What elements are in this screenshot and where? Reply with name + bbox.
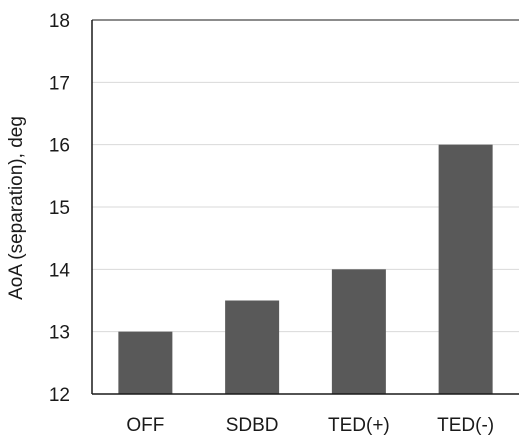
bar-off (118, 331, 173, 394)
bar-sdbd (225, 300, 280, 394)
x-tick-label: TED(-) (437, 415, 494, 436)
bars (118, 144, 493, 394)
x-tick-labels: OFF SDBD TED(+) TED(-) (126, 415, 494, 436)
y-tick-label: 18 (49, 11, 70, 32)
x-tick-label: TED(+) (328, 415, 390, 436)
x-tick-label: OFF (126, 415, 164, 436)
y-tick-label: 17 (49, 73, 70, 94)
y-tick-labels: 12 13 14 15 16 17 18 (49, 11, 71, 406)
y-tick-label: 15 (49, 198, 70, 219)
y-tick-label: 13 (49, 323, 70, 344)
x-tick-label: SDBD (226, 415, 279, 436)
bar-ted (331, 269, 386, 394)
y-tick-label: 14 (49, 260, 71, 281)
y-tick-label: 16 (49, 136, 70, 157)
y-axis-title: AoA (separation), deg (6, 116, 27, 300)
y-tick-label: 12 (49, 385, 70, 406)
bar-ted (438, 144, 493, 394)
axes (91, 19, 519, 395)
